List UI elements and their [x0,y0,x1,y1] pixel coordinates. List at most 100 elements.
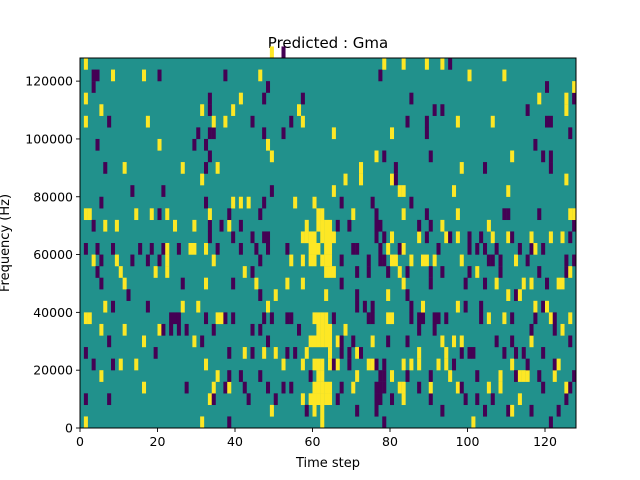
heatmap-cell [568,266,573,278]
heatmap-cell [366,254,371,267]
x-tick-label: 100 [456,434,480,449]
heatmap-cell [316,208,321,221]
heatmap-cell [556,277,561,290]
heatmap-cell [180,277,185,290]
heatmap-cell [432,104,437,116]
heatmap-cell [250,266,255,278]
heatmap-cell [223,312,228,325]
heatmap-cell [529,323,534,336]
heatmap-cell [572,208,577,221]
heatmap-cell [87,208,92,221]
heatmap-cell [328,231,333,244]
heatmap-cell [463,277,468,290]
heatmap-cell [285,243,290,255]
heatmap-cell [312,254,317,267]
heatmap-cell [424,208,429,221]
heatmap-cell [207,127,212,140]
heatmap-cell [215,162,220,174]
heatmap-cell [397,266,402,278]
heatmap-cell [238,219,243,232]
heatmap-cell [328,381,333,394]
heatmap-cell [289,115,294,128]
heatmap-cell [459,347,464,359]
heatmap-cell [320,404,325,417]
heatmap-cell [568,381,573,394]
heatmap-cell [382,58,387,70]
heatmap-cell [173,219,178,232]
heatmap-cell [328,358,333,371]
heatmap-cell [324,254,329,267]
heatmap-cell [421,312,426,325]
heatmap-cell [266,300,271,313]
heatmap-cell [479,300,484,313]
heatmap-cell [548,416,553,429]
heatmap-cell [157,208,162,221]
heatmap-cell [320,208,325,221]
heatmap-cell [331,312,336,325]
heatmap-cell [312,196,317,209]
heatmap-cell [300,231,305,244]
heatmap-cell [382,150,387,163]
heatmap-cell [405,289,410,301]
heatmap-cell [386,266,391,278]
heatmap-cell [552,358,557,371]
heatmap-cell [455,381,460,394]
heatmap-cell [122,277,127,290]
y-axis: 0 20000 40000 60000 80000 100000 120000 [25,74,80,436]
heatmap-cell [324,219,329,232]
heatmap-cell [556,404,561,417]
heatmap-cell [165,266,170,278]
heatmap-cell [114,254,119,267]
heatmap-cell [428,150,433,163]
heatmap-cell [517,370,522,382]
heatmap-cell [374,404,379,417]
heatmap-cell [529,335,534,348]
heatmap-cell [138,243,143,255]
heatmap-cell [382,370,387,382]
heatmap-cell [339,254,344,267]
heatmap-cell [130,254,135,267]
heatmap-cell [374,393,379,406]
heatmap-cell [382,231,387,244]
heatmap-cell [242,381,247,394]
heatmap-cell [545,81,550,93]
heatmap-cell [196,127,201,140]
heatmap-cell [258,289,263,301]
heatmap-cell [180,300,185,313]
heatmap-cell [378,219,383,232]
heatmap-cell [215,312,220,325]
heatmap-cell [200,173,205,186]
heatmap-cell [417,347,422,359]
heatmap-cell [184,381,189,394]
heatmap-cell [99,277,104,290]
heatmap-cell [297,323,302,336]
x-tick-label: 20 [150,434,166,449]
heatmap-cell [359,347,364,359]
heatmap-cell [370,335,375,348]
heatmap-cell [258,370,263,382]
heatmap-cell [572,92,577,105]
heatmap-cell [134,208,139,221]
heatmap-cell [436,358,441,371]
heatmap-cell [304,231,309,244]
heatmap-cell [207,92,212,105]
heatmap-cell [564,92,569,105]
heatmap-cell [204,196,209,209]
heatmap-cell [118,358,123,371]
heatmap-cell [231,231,236,244]
heatmap-cell [343,323,348,336]
heatmap-cell [114,219,119,232]
heatmap-cell [390,312,395,325]
heatmap-cell [421,300,426,313]
heatmap-cell [339,335,344,348]
heatmap-cell [424,127,429,140]
heatmap-cell [374,358,379,371]
heatmap-cell [316,243,321,255]
heatmap-cell [355,266,360,278]
heatmap-cell [537,92,542,105]
heatmap-cell [506,289,511,301]
heatmap-cells [83,46,577,429]
heatmap-cell [258,69,263,82]
heatmap-cell [204,138,209,151]
heatmap-cell [378,254,383,267]
